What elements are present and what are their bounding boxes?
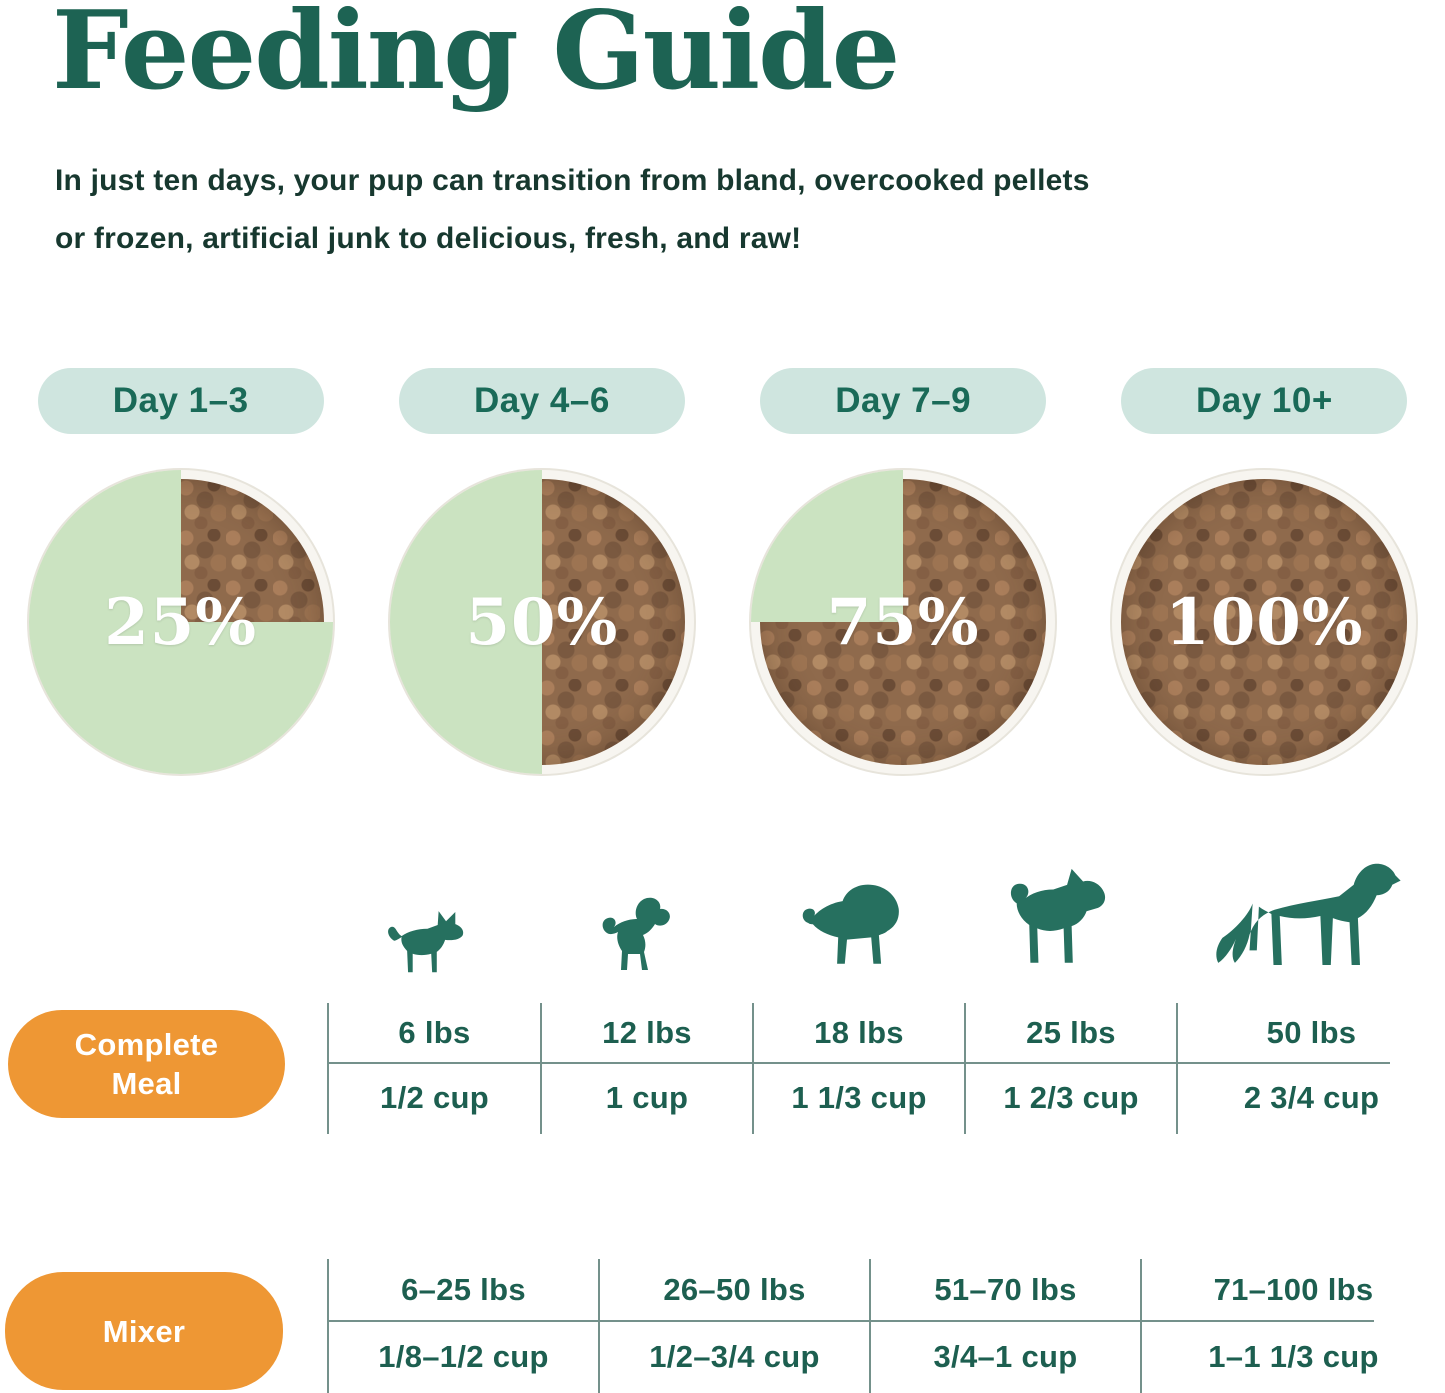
day-range-label: Day 1–3 bbox=[112, 381, 249, 420]
weight-cell: 50 lbs bbox=[1176, 1003, 1445, 1062]
amount-cell: 1 1/3 cup bbox=[752, 1062, 964, 1134]
weight-range-cell: 51–70 lbs bbox=[869, 1259, 1140, 1320]
complete-meal-label-line1: Complete bbox=[74, 1027, 219, 1062]
fresh-percent-label: 100% bbox=[1165, 584, 1364, 660]
dog-size-row bbox=[327, 842, 1445, 988]
stage-day-4-6: Day 4–6 50% bbox=[389, 368, 694, 774]
row-divider bbox=[327, 1320, 1374, 1322]
day-range-badge: Day 10+ bbox=[1121, 368, 1408, 434]
stage-day-7-9: Day 7–9 75% bbox=[751, 368, 1056, 774]
complete-meal-badge: Complete Meal bbox=[8, 1010, 285, 1118]
weight-cell: 12 lbs bbox=[540, 1003, 752, 1062]
food-bowl-photo: 50% bbox=[389, 470, 694, 774]
weight-cell: 6 lbs bbox=[327, 1003, 540, 1062]
day-range-badge: Day 4–6 bbox=[398, 368, 685, 434]
amount-range-cell: 1–1 1/3 cup bbox=[1140, 1320, 1445, 1393]
intro-line-1: In just ten days, your pup can transitio… bbox=[55, 164, 1090, 197]
intro-text: In just ten days, your pup can transitio… bbox=[55, 152, 1090, 268]
amount-cell: 1 cup bbox=[540, 1062, 752, 1134]
fresh-percent-label: 25% bbox=[104, 584, 258, 660]
food-bowl-photo: 75% bbox=[751, 470, 1056, 774]
amount-cell: 1 2/3 cup bbox=[964, 1062, 1176, 1134]
shiba-inu-dog-icon bbox=[1010, 868, 1105, 963]
mixer-section: Mixer 6–25 lbs 26–50 lbs 51–70 lbs 71–10… bbox=[0, 1259, 1445, 1393]
amount-range-cell: 3/4–1 cup bbox=[869, 1320, 1140, 1393]
complete-meal-label-line2: Meal bbox=[111, 1066, 182, 1101]
weight-range-cell: 26–50 lbs bbox=[598, 1259, 869, 1320]
amount-cell: 1/2 cup bbox=[327, 1062, 540, 1134]
day-range-label: Day 4–6 bbox=[473, 381, 610, 420]
transition-stages-row: Day 1–3 25% Day 4–6 50% Day 7–9 75% Day … bbox=[0, 368, 1445, 774]
page-title: Feeding Guide bbox=[52, 0, 900, 114]
row-divider bbox=[327, 1062, 1390, 1064]
fresh-percent-label: 75% bbox=[826, 584, 980, 660]
kibble-texture bbox=[1112, 470, 1417, 774]
poodle-dog-icon bbox=[602, 897, 670, 970]
amount-range-cell: 1/8–1/2 cup bbox=[327, 1320, 598, 1393]
weight-cell: 25 lbs bbox=[964, 1003, 1176, 1062]
weight-range-cell: 71–100 lbs bbox=[1140, 1259, 1445, 1320]
intro-line-2: or frozen, artificial junk to delicious,… bbox=[55, 222, 802, 255]
amount-range-cell: 1/2–3/4 cup bbox=[598, 1320, 869, 1393]
mixer-label: Mixer bbox=[102, 1313, 186, 1349]
complete-meal-table: 6 lbs 12 lbs 18 lbs 25 lbs 50 lbs 1/2 cu… bbox=[327, 1003, 1445, 1134]
day-range-badge: Day 7–9 bbox=[760, 368, 1047, 434]
mixer-badge: Mixer bbox=[5, 1272, 283, 1390]
complete-meal-section: Complete Meal 6 lbs 12 lbs 18 lbs 25 lbs… bbox=[0, 1003, 1445, 1134]
day-range-label: Day 10+ bbox=[1195, 381, 1333, 420]
weight-range-cell: 6–25 lbs bbox=[327, 1259, 598, 1320]
fresh-portion-pie-overlay bbox=[28, 470, 333, 774]
food-bowl-photo: 25% bbox=[28, 470, 333, 774]
fresh-percent-label: 50% bbox=[465, 584, 619, 660]
stage-day-1-3: Day 1–3 25% bbox=[28, 368, 333, 774]
fresh-portion-pie-overlay bbox=[389, 470, 694, 774]
stage-day-10-plus: Day 10+ 100% bbox=[1112, 368, 1417, 774]
amount-cell: 2 3/4 cup bbox=[1176, 1062, 1445, 1134]
mixer-table: 6–25 lbs 26–50 lbs 51–70 lbs 71–100 lbs … bbox=[327, 1259, 1445, 1393]
day-range-label: Day 7–9 bbox=[835, 381, 972, 420]
fresh-portion-pie-overlay bbox=[751, 470, 1056, 774]
weight-cell: 18 lbs bbox=[752, 1003, 964, 1062]
chihuahua-dog-icon bbox=[387, 911, 463, 973]
large-breed-dog-icon bbox=[1215, 863, 1401, 966]
food-bowl-photo: 100% bbox=[1112, 470, 1417, 774]
day-range-badge: Day 1–3 bbox=[37, 368, 324, 434]
pug-dog-icon bbox=[802, 884, 899, 964]
